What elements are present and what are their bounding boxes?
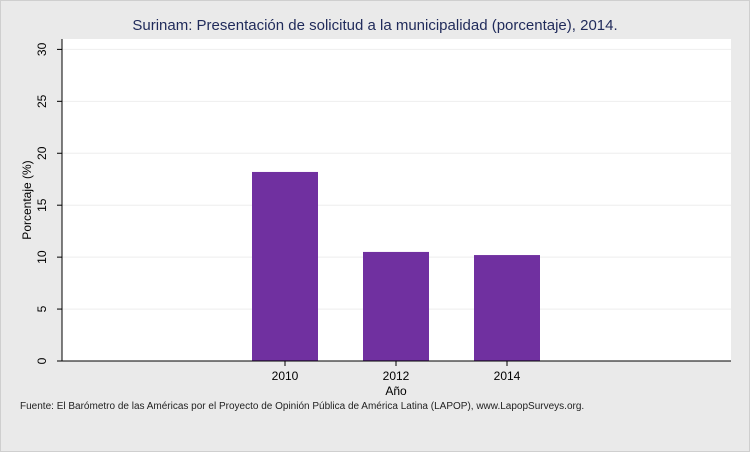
bar-2014 — [474, 255, 540, 361]
x-tick-label: 2014 — [494, 369, 521, 383]
source-note: Fuente: El Barómetro de las Américas por… — [20, 401, 585, 412]
y-tick-label: 0 — [35, 357, 49, 364]
bar-2010 — [252, 171, 318, 361]
x-axis-title: Año — [385, 384, 407, 398]
x-tick-label: 2012 — [383, 369, 410, 383]
y-tick-label: 10 — [35, 250, 49, 264]
x-tick-label: 2010 — [272, 369, 299, 383]
y-tick-label: 5 — [35, 305, 49, 312]
y-tick-label: 15 — [35, 198, 49, 212]
bar-2012 — [363, 251, 429, 361]
y-axis-title: Porcentaje (%) — [20, 160, 34, 239]
y-tick-label: 20 — [35, 146, 49, 160]
y-tick-label: 30 — [35, 42, 49, 56]
chart-title: Surinam: Presentación de solicitud a la … — [132, 17, 618, 34]
y-tick-label: 25 — [35, 94, 49, 108]
